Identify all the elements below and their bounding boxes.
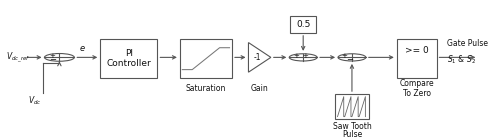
Text: PI
Controller: PI Controller	[106, 49, 151, 68]
Text: −: −	[49, 55, 56, 64]
Text: Pulse: Pulse	[342, 130, 362, 139]
Text: −: −	[346, 55, 354, 64]
Text: 0.5: 0.5	[296, 20, 310, 29]
FancyBboxPatch shape	[396, 39, 436, 78]
Text: $S_1$ & $S_2$: $S_1$ & $S_2$	[447, 54, 476, 66]
Text: e: e	[79, 44, 84, 53]
Text: Gain: Gain	[251, 84, 269, 93]
FancyBboxPatch shape	[100, 39, 158, 78]
Text: Saw Tooth: Saw Tooth	[332, 122, 372, 131]
Text: +: +	[302, 53, 308, 59]
Text: Gate Pulse: Gate Pulse	[447, 39, 488, 48]
FancyBboxPatch shape	[335, 94, 369, 119]
FancyBboxPatch shape	[180, 39, 232, 78]
Text: $V_{dc\_ref}$: $V_{dc\_ref}$	[6, 50, 30, 65]
Text: -1: -1	[254, 53, 261, 62]
Text: >= 0: >= 0	[404, 46, 428, 55]
Text: Saturation: Saturation	[186, 84, 226, 93]
Text: +: +	[342, 53, 347, 59]
Text: +: +	[50, 53, 56, 59]
Text: +: +	[294, 53, 299, 59]
Text: $V_{dc}$: $V_{dc}$	[28, 95, 42, 107]
Text: Compare
To Zero: Compare To Zero	[400, 79, 434, 98]
FancyBboxPatch shape	[290, 16, 316, 33]
